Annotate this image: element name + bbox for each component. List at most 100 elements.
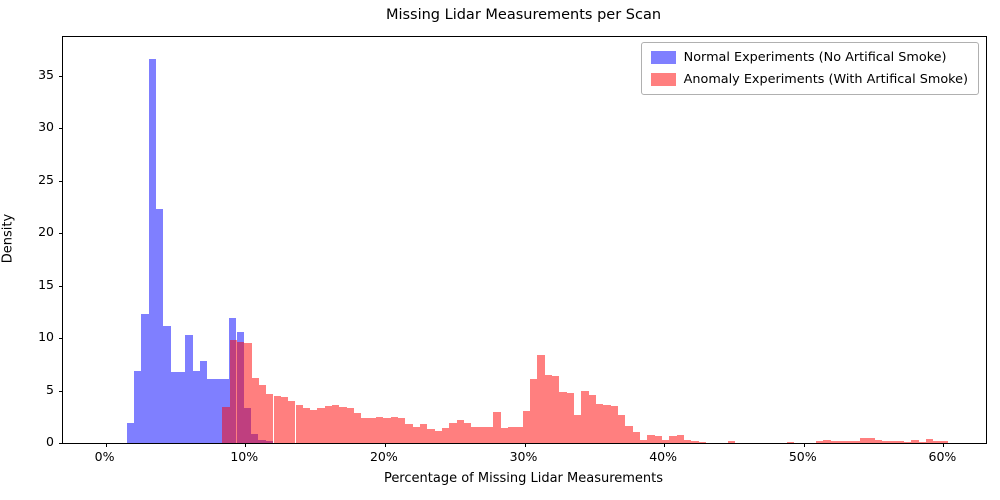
histogram-bar-series1 bbox=[881, 441, 890, 443]
histogram-bar-series1 bbox=[361, 417, 369, 443]
y-tick-label: 20 bbox=[38, 224, 54, 240]
legend-swatch-blue bbox=[650, 51, 676, 64]
legend-label-normal: Normal Experiments (No Artifical Smoke) bbox=[683, 50, 947, 65]
legend-label-anomaly: Anomaly Experiments (With Artifical Smok… bbox=[683, 72, 968, 87]
histogram-bar-series1 bbox=[852, 440, 860, 443]
histogram-bar-series1 bbox=[684, 440, 692, 443]
y-tick-label: 30 bbox=[38, 119, 54, 135]
y-tick bbox=[59, 285, 63, 287]
y-tick bbox=[59, 233, 63, 235]
histogram-bar-series1 bbox=[691, 441, 699, 443]
x-tick bbox=[524, 443, 526, 447]
histogram-bar-series1 bbox=[420, 423, 428, 443]
histogram-bar-series1 bbox=[368, 417, 377, 443]
y-tick-label: 25 bbox=[38, 171, 54, 187]
histogram-bar-series0 bbox=[199, 361, 208, 443]
x-tick-label: 60% bbox=[928, 449, 957, 464]
x-tick bbox=[245, 443, 247, 447]
histogram-bar-series1 bbox=[574, 414, 582, 443]
histogram-bar-series1 bbox=[676, 434, 685, 443]
histogram-bar-series1 bbox=[662, 439, 670, 443]
histogram-bar-series1 bbox=[508, 427, 516, 443]
x-tick bbox=[105, 443, 107, 447]
histogram-bar-series1 bbox=[537, 355, 545, 443]
histogram-bar-series1 bbox=[493, 411, 501, 443]
histogram-bar-series0 bbox=[192, 370, 200, 443]
histogram-bar-series1 bbox=[940, 440, 948, 443]
histogram-bar-series1 bbox=[456, 420, 465, 443]
histogram-bar-series1 bbox=[405, 424, 413, 443]
histogram-bar-series1 bbox=[332, 405, 340, 443]
histogram-bar-series1 bbox=[640, 439, 648, 443]
histogram-bar-series1 bbox=[654, 436, 663, 443]
histogram-bar-series1 bbox=[310, 410, 318, 443]
histogram-bar-series1 bbox=[346, 408, 355, 443]
histogram-bar-series1 bbox=[478, 427, 487, 443]
histogram-bars bbox=[63, 37, 986, 443]
histogram-bar-series1 bbox=[588, 394, 597, 443]
histogram-bar-series1 bbox=[610, 406, 619, 443]
x-tick bbox=[664, 443, 666, 447]
histogram-bar-series1 bbox=[530, 379, 538, 443]
y-tick-label: 5 bbox=[46, 381, 54, 397]
histogram-bar-series1 bbox=[596, 404, 604, 443]
histogram-bar-series1 bbox=[427, 428, 435, 443]
x-tick-label: 0% bbox=[94, 449, 115, 464]
y-tick bbox=[59, 443, 63, 444]
legend-item-normal: Normal Experiments (No Artifical Smoke) bbox=[650, 50, 968, 65]
histogram-bar-series1 bbox=[845, 440, 853, 443]
histogram-bar-series1 bbox=[376, 416, 384, 443]
histogram-bar-series1 bbox=[859, 437, 868, 443]
x-tick bbox=[384, 443, 386, 447]
y-tick bbox=[59, 75, 63, 77]
x-tick-label: 50% bbox=[788, 449, 817, 464]
histogram-bar-series1 bbox=[449, 423, 457, 443]
x-tick-label: 30% bbox=[509, 449, 538, 464]
histogram-bar-series1 bbox=[544, 374, 553, 443]
x-tick bbox=[803, 443, 805, 447]
histogram-bar-series1 bbox=[566, 392, 575, 443]
histogram-bar-series1 bbox=[258, 385, 267, 443]
histogram-bar-series1 bbox=[266, 393, 274, 443]
legend-item-anomaly: Anomaly Experiments (With Artifical Smok… bbox=[650, 72, 968, 87]
histogram-bar-series1 bbox=[918, 441, 926, 443]
histogram-bar-series1 bbox=[236, 342, 245, 443]
histogram-bar-series1 bbox=[889, 441, 897, 443]
histogram-bar-series1 bbox=[618, 414, 626, 443]
histogram-bar-series1 bbox=[288, 401, 296, 443]
histogram-bar-series1 bbox=[324, 406, 333, 443]
y-tick-label: 15 bbox=[38, 276, 54, 292]
histogram-bar-series1 bbox=[280, 396, 289, 443]
histogram-bar-series1 bbox=[383, 417, 391, 443]
histogram-bar-series1 bbox=[559, 392, 567, 443]
histogram-bar-series1 bbox=[471, 427, 479, 443]
histogram-bar-series1 bbox=[669, 436, 677, 443]
histogram-bar-series1 bbox=[464, 423, 472, 443]
y-tick bbox=[59, 180, 63, 182]
histogram-bar-series1 bbox=[434, 430, 443, 443]
histogram-bar-series1 bbox=[647, 435, 655, 443]
histogram-bar-series1 bbox=[522, 411, 531, 443]
histogram-bar-series1 bbox=[302, 408, 311, 443]
histogram-bar-series1 bbox=[903, 441, 912, 443]
x-tick-label: 10% bbox=[230, 449, 259, 464]
histogram-bar-series0 bbox=[141, 313, 149, 443]
histogram-bar-series1 bbox=[823, 440, 831, 443]
y-tick bbox=[59, 338, 63, 340]
x-axis-label: Percentage of Missing Lidar Measurements bbox=[383, 471, 664, 486]
histogram-bar-series1 bbox=[581, 390, 589, 443]
histogram-bar-series1 bbox=[625, 426, 633, 443]
histogram-bar-series1 bbox=[925, 438, 934, 443]
histogram-bar-series1 bbox=[632, 431, 641, 443]
histogram-bar-series1 bbox=[251, 377, 259, 443]
histogram-bar-series1 bbox=[442, 427, 450, 443]
y-tick-label: 0 bbox=[46, 434, 54, 449]
histogram-bar-series1 bbox=[222, 407, 230, 443]
histogram-bar-series0 bbox=[214, 379, 222, 443]
histogram-bar-series0 bbox=[126, 423, 134, 443]
legend: Normal Experiments (No Artifical Smoke) … bbox=[640, 42, 979, 95]
histogram-bar-series1 bbox=[728, 441, 736, 443]
histogram-bar-series1 bbox=[295, 405, 303, 443]
x-tick-label: 40% bbox=[649, 449, 678, 464]
